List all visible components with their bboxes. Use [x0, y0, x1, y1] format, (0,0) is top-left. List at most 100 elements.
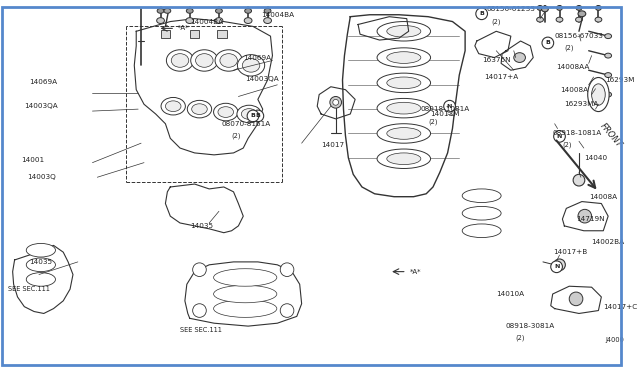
Text: J4000: J4000: [605, 337, 624, 343]
Text: 16293M: 16293M: [605, 77, 635, 83]
Circle shape: [280, 304, 294, 317]
Text: 14004BA: 14004BA: [189, 19, 223, 25]
Text: B: B: [250, 113, 255, 118]
Ellipse shape: [241, 109, 257, 119]
Ellipse shape: [186, 9, 193, 13]
Polygon shape: [358, 17, 409, 40]
Circle shape: [193, 304, 206, 317]
Ellipse shape: [387, 25, 421, 37]
Circle shape: [569, 292, 583, 306]
Ellipse shape: [157, 9, 164, 13]
Circle shape: [476, 8, 488, 20]
Ellipse shape: [26, 243, 56, 257]
Text: 14013M: 14013M: [430, 111, 460, 117]
Text: *A*: *A*: [410, 269, 421, 275]
Bar: [189, 30, 200, 38]
Ellipse shape: [595, 6, 602, 10]
Ellipse shape: [377, 99, 431, 118]
Ellipse shape: [161, 97, 186, 115]
Text: N: N: [557, 134, 562, 139]
Text: 08156-61233: 08156-61233: [486, 6, 536, 12]
Text: (2): (2): [428, 119, 438, 125]
Text: 14069A: 14069A: [243, 55, 271, 61]
Circle shape: [252, 110, 264, 122]
Bar: [161, 30, 170, 38]
Text: 08918-3081A: 08918-3081A: [506, 323, 556, 329]
Ellipse shape: [237, 55, 265, 76]
Polygon shape: [13, 246, 73, 314]
Circle shape: [280, 263, 294, 276]
Ellipse shape: [188, 100, 212, 118]
Circle shape: [330, 96, 342, 108]
Circle shape: [578, 209, 591, 223]
Ellipse shape: [220, 54, 237, 67]
Ellipse shape: [605, 92, 612, 97]
Ellipse shape: [166, 50, 194, 71]
Ellipse shape: [215, 17, 223, 23]
Polygon shape: [185, 262, 301, 326]
Ellipse shape: [537, 6, 543, 10]
Ellipse shape: [264, 17, 271, 23]
Ellipse shape: [186, 17, 194, 23]
Circle shape: [444, 100, 456, 112]
Text: 08156-67033: 08156-67033: [555, 33, 604, 39]
Ellipse shape: [377, 22, 431, 41]
Ellipse shape: [237, 105, 261, 123]
Text: (2): (2): [516, 334, 525, 341]
Ellipse shape: [244, 17, 252, 23]
Text: 14003QA: 14003QA: [24, 103, 58, 109]
Polygon shape: [475, 31, 511, 58]
Text: 16293MA: 16293MA: [564, 101, 599, 107]
Circle shape: [573, 174, 585, 186]
Ellipse shape: [575, 17, 582, 22]
Text: 14069A: 14069A: [29, 79, 58, 85]
Text: 14017+C: 14017+C: [604, 304, 637, 310]
Text: 08070-8161A: 08070-8161A: [222, 121, 271, 127]
Polygon shape: [134, 19, 273, 155]
Ellipse shape: [605, 34, 612, 39]
Ellipse shape: [377, 124, 431, 143]
Text: N: N: [447, 104, 452, 109]
Text: (2): (2): [232, 132, 241, 139]
Text: B: B: [255, 113, 260, 118]
Text: (2): (2): [564, 45, 574, 51]
Polygon shape: [342, 15, 465, 197]
Ellipse shape: [387, 128, 421, 139]
Circle shape: [542, 37, 554, 49]
Text: 14008A: 14008A: [561, 87, 589, 93]
Ellipse shape: [576, 6, 582, 10]
Text: B: B: [479, 11, 484, 16]
Text: 14002BA: 14002BA: [591, 240, 625, 246]
Ellipse shape: [214, 269, 277, 286]
Ellipse shape: [556, 17, 563, 22]
Ellipse shape: [377, 149, 431, 169]
Text: (2): (2): [492, 18, 501, 25]
Text: 14008AA: 14008AA: [557, 64, 590, 70]
Polygon shape: [317, 87, 355, 119]
Ellipse shape: [588, 77, 609, 112]
Text: 14035: 14035: [29, 259, 52, 265]
Ellipse shape: [387, 102, 421, 114]
Ellipse shape: [387, 153, 421, 164]
Text: 14017: 14017: [321, 142, 344, 148]
Text: SEE SEC.111: SEE SEC.111: [180, 327, 222, 333]
Text: 14035: 14035: [189, 223, 213, 229]
Circle shape: [247, 110, 259, 122]
Ellipse shape: [216, 9, 222, 13]
Polygon shape: [563, 202, 608, 231]
Ellipse shape: [214, 103, 238, 121]
Circle shape: [333, 99, 339, 105]
Ellipse shape: [191, 50, 218, 71]
Text: 08918-1081A: 08918-1081A: [420, 106, 470, 112]
Ellipse shape: [165, 101, 181, 112]
Text: 14017+B: 14017+B: [553, 249, 587, 255]
Ellipse shape: [218, 107, 234, 118]
Circle shape: [554, 131, 565, 142]
Text: 14008A: 14008A: [589, 194, 617, 200]
Text: 08918-1081A: 08918-1081A: [553, 131, 602, 137]
Polygon shape: [551, 286, 602, 314]
Text: N: N: [554, 264, 559, 269]
Ellipse shape: [214, 285, 277, 303]
Text: 14004BA: 14004BA: [260, 12, 294, 18]
Text: (2): (2): [563, 142, 572, 148]
